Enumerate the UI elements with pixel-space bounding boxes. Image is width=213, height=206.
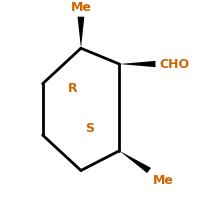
Polygon shape [78, 18, 84, 49]
Polygon shape [119, 62, 155, 68]
Text: R: R [68, 82, 77, 95]
Text: S: S [85, 121, 94, 134]
Text: CHO: CHO [160, 57, 190, 70]
Polygon shape [119, 151, 151, 173]
Text: Me: Me [71, 1, 91, 14]
Text: Me: Me [153, 174, 174, 187]
